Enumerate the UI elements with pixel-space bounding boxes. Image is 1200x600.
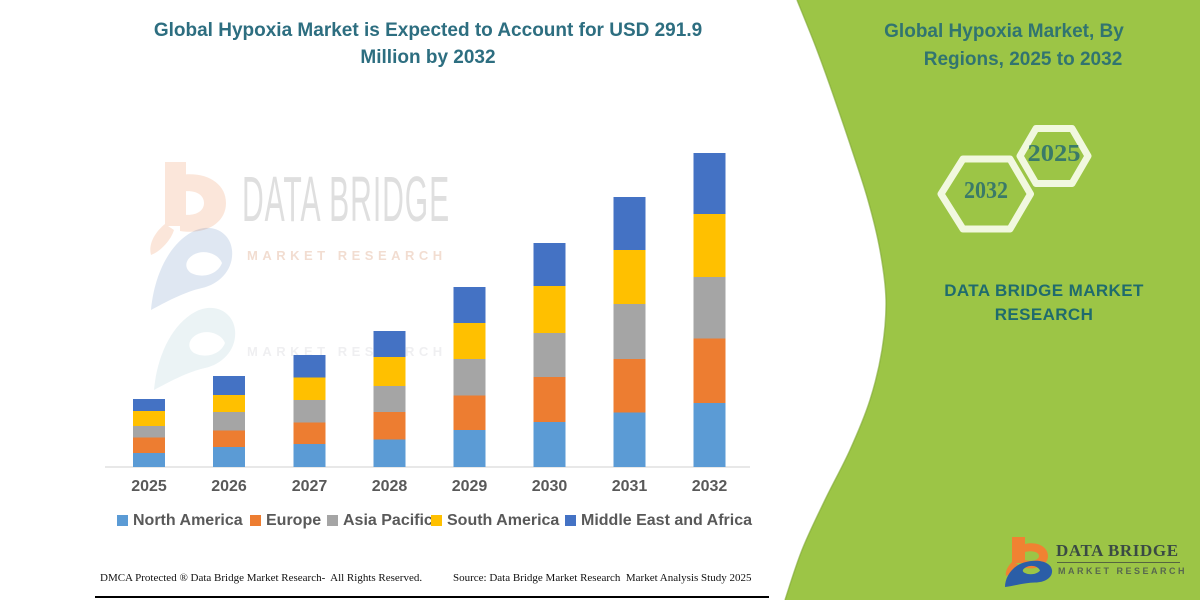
svg-text:2025: 2025 — [1028, 141, 1081, 167]
svg-text:2032: 2032 — [964, 178, 1008, 204]
